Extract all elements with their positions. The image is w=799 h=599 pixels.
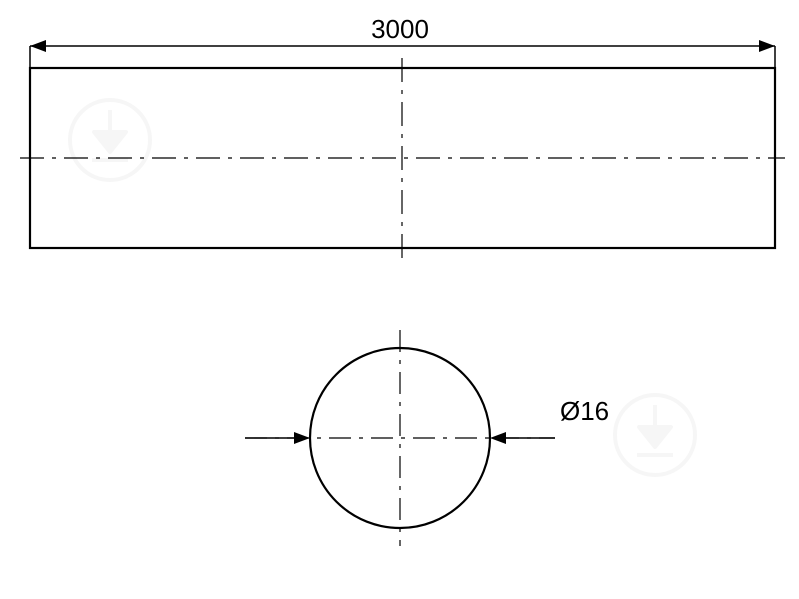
section-view: Ø16 [245, 330, 609, 546]
technical-drawing: 3000 Ø16 [0, 0, 799, 599]
diameter-label: Ø16 [560, 396, 609, 426]
dimension-top-label: 3000 [371, 14, 429, 44]
side-view [20, 58, 785, 258]
